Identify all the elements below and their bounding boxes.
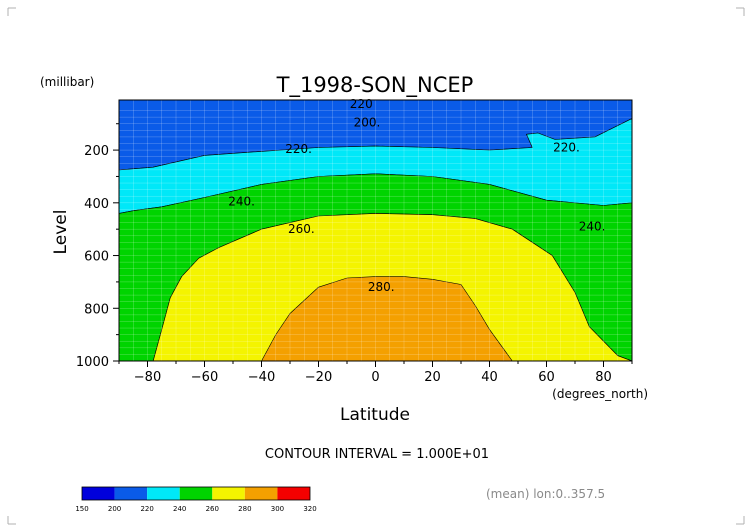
contour-labels: 220 200. 220. 220. 240. 240. 260. 280. <box>228 97 605 294</box>
x-tick-label: −20 <box>305 370 332 385</box>
y-axis-label: Level <box>51 210 71 255</box>
y-axis-units: (millibar) <box>40 75 94 89</box>
x-tick-label: 0 <box>371 370 379 385</box>
x-axis-ticks: −80 −60 −40 −20 0 20 40 60 80 <box>118 361 633 385</box>
legend-label: 260 <box>206 505 219 513</box>
averaging-note: (mean) lon:0..357.5 <box>486 487 605 501</box>
x-tick-label: −60 <box>191 370 218 385</box>
color-legend: 150 200 220 240 260 280 300 320 <box>75 486 317 513</box>
x-axis-label: Latitude <box>340 405 410 425</box>
x-tick-label: −40 <box>248 370 275 385</box>
chart-title: T_1998-SON_NCEP <box>276 73 474 98</box>
x-tick-label: 40 <box>481 370 498 385</box>
legend-label: 220 <box>140 505 153 513</box>
contour-fills <box>119 100 632 361</box>
legend-swatch <box>82 487 115 500</box>
corner-marks <box>7 7 745 525</box>
legend-swatch <box>114 487 148 500</box>
x-tick-label: 20 <box>424 370 441 385</box>
y-tick-label: 400 <box>84 197 109 212</box>
contour-label: 240. <box>579 220 606 234</box>
y-tick-label: 800 <box>84 302 109 317</box>
legend-label: 320 <box>303 505 316 513</box>
contour-label: 220. <box>553 140 580 154</box>
legend-swatch <box>179 487 213 500</box>
contour-interval-text: CONTOUR INTERVAL = 1.000E+01 <box>265 447 489 462</box>
legend-swatch <box>147 487 180 500</box>
contour-label: 240. <box>228 195 255 209</box>
plot-area: 220 200. 220. 220. 240. 240. 260. 280. −80 −60 −4… <box>76 97 633 385</box>
legend-label: 200 <box>108 505 121 513</box>
contour-label: 220. <box>285 142 312 156</box>
x-tick-label: 80 <box>595 370 612 385</box>
legend-swatch <box>277 487 310 500</box>
grid-lines <box>119 100 632 361</box>
legend-label: 240 <box>173 505 186 513</box>
y-tick-label: 1000 <box>76 355 109 370</box>
y-axis-ticks: 200 400 600 800 1000 <box>76 123 119 370</box>
contour-label: 220 <box>350 97 373 111</box>
contour-label: 280. <box>368 280 395 294</box>
legend-label: 150 <box>75 505 88 513</box>
legend-label: 280 <box>238 505 251 513</box>
y-tick-label: 200 <box>84 144 109 159</box>
contour-label: 200. <box>354 115 381 129</box>
legend-swatch <box>244 487 278 500</box>
y-tick-label: 600 <box>84 250 109 265</box>
x-tick-label: 60 <box>538 370 555 385</box>
legend-label: 300 <box>271 505 284 513</box>
legend-swatch <box>212 487 245 500</box>
contour-band-280-300 <box>261 276 513 361</box>
x-tick-label: −80 <box>134 370 161 385</box>
x-axis-units: (degrees_north) <box>552 387 648 401</box>
legend-frame <box>81 486 311 501</box>
contour-label: 260. <box>288 222 315 236</box>
